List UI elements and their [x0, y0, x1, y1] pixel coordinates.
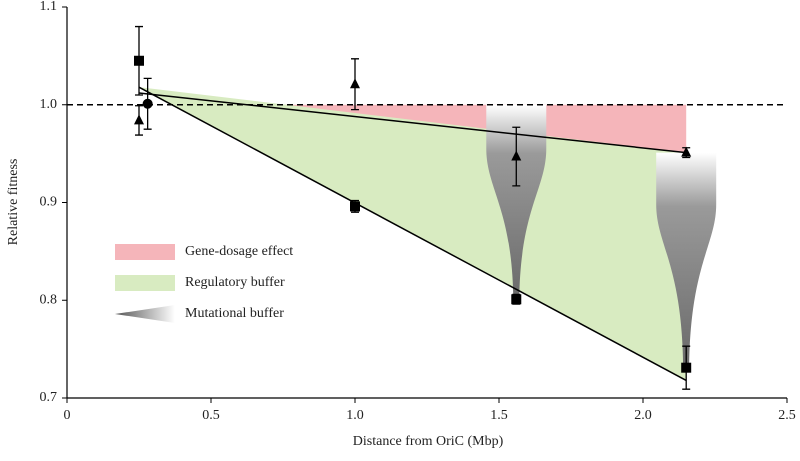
square-point [350, 201, 360, 212]
x-tick-label: 0 [64, 408, 71, 423]
legend-swatch [115, 305, 175, 323]
x-axis-label: Distance from OriC (Mbp) [353, 434, 504, 449]
mutational-buffer-shape [486, 104, 547, 300]
legend-swatch [115, 275, 175, 291]
x-tick-label: 2.5 [778, 408, 796, 423]
legend-label: Mutational buffer [185, 306, 284, 321]
mutational-buffer-shape [656, 152, 717, 368]
y-tick-label: 0.7 [40, 390, 58, 405]
square-point [681, 362, 692, 373]
triangle-point [134, 114, 144, 125]
y-axis-label: Relative fitness [6, 159, 21, 246]
legend-swatch [115, 244, 175, 260]
triangle-point [681, 146, 692, 157]
x-tick-label: 0.5 [202, 408, 220, 423]
triangle-point [350, 78, 360, 89]
fit-line [138, 86, 687, 382]
y-tick-label: 0.9 [40, 195, 58, 210]
y-tick-label: 1.1 [40, 0, 58, 14]
x-tick-label: 2.0 [634, 408, 652, 423]
fit-line [138, 92, 687, 154]
circle-point [142, 98, 153, 109]
legend-label: Gene-dosage effect [185, 244, 293, 259]
square-point [511, 294, 522, 305]
x-tick-label: 1.0 [346, 408, 364, 423]
square-point [134, 55, 144, 66]
x-tick-label: 1.5 [490, 408, 508, 423]
legend-label: Regulatory buffer [185, 275, 285, 290]
y-tick-label: 1.0 [40, 97, 58, 112]
triangle-point [511, 150, 522, 161]
y-tick-label: 0.8 [40, 292, 58, 307]
